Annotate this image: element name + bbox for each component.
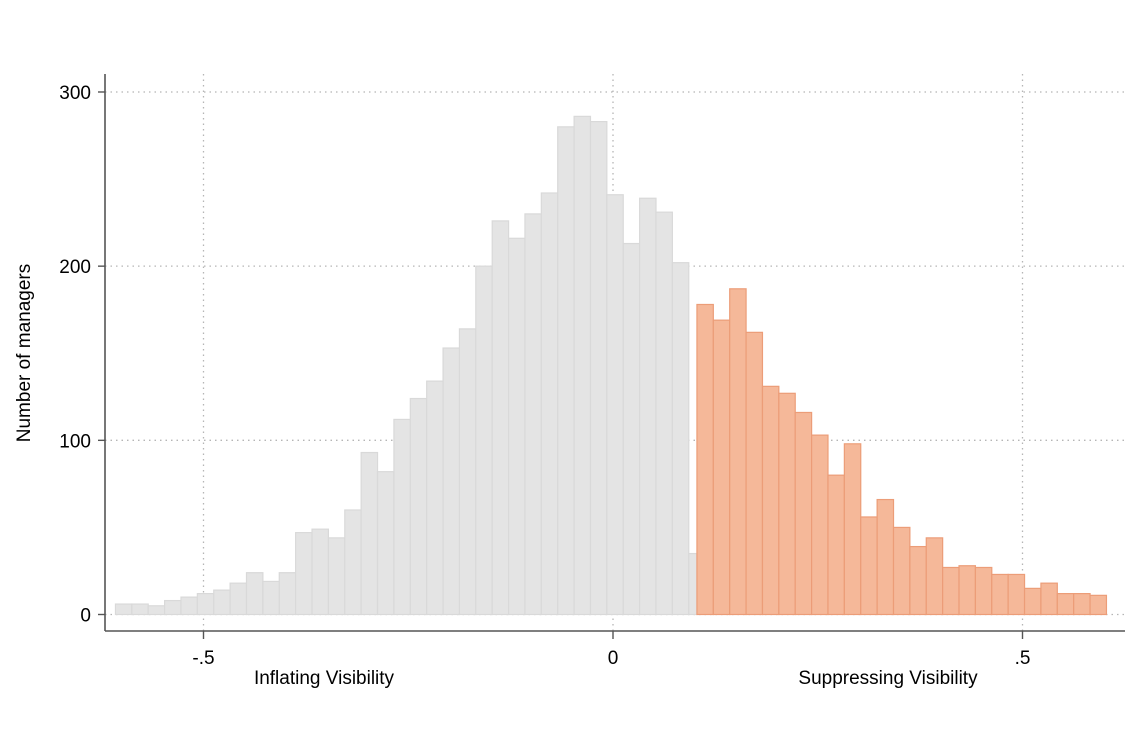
- histogram-bar-inflating: [295, 532, 313, 616]
- histogram-bar-inflating: [180, 596, 198, 616]
- histogram-bar-suppressing: [958, 565, 977, 616]
- histogram-bar-suppressing: [794, 411, 813, 616]
- histogram-bar-suppressing: [712, 319, 731, 616]
- tick-labels: 0 100 200 300 -.5 0 .5: [59, 83, 1030, 669]
- histogram-bar-suppressing: [942, 566, 960, 616]
- histogram-bar-suppressing: [1007, 573, 1026, 616]
- histogram-bar-suppressing: [745, 331, 764, 616]
- x-tick-label: 0: [608, 648, 619, 669]
- x-tick-label: .5: [1015, 648, 1031, 669]
- histogram-bar-inflating: [655, 211, 673, 616]
- histogram-bar-inflating: [393, 418, 411, 616]
- y-axis-title: Number of managers: [14, 264, 35, 442]
- y-tick-label: 100: [59, 431, 91, 452]
- histogram-bar-inflating: [196, 592, 215, 616]
- histogram-bar-inflating: [524, 213, 542, 616]
- histogram-bar-suppressing: [811, 434, 829, 616]
- histogram-bar-inflating: [245, 572, 264, 616]
- histogram-bar-suppressing: [1073, 592, 1091, 616]
- x-tick-label: -.5: [192, 648, 214, 669]
- histogram-bar-suppressing: [827, 474, 845, 616]
- histogram-bar-suppressing: [892, 526, 911, 616]
- histogram-bar-inflating: [671, 262, 690, 616]
- histogram-bar-inflating: [606, 194, 624, 616]
- histogram-bar-inflating: [442, 347, 461, 616]
- histogram-bar-suppressing: [843, 443, 862, 616]
- x-annotation-right: Suppressing Visibility: [798, 668, 978, 689]
- y-tick-label: 200: [59, 257, 91, 278]
- histogram-bar-inflating: [344, 509, 362, 616]
- y-tick-label: 0: [80, 606, 91, 627]
- histogram-bar-suppressing: [1056, 592, 1075, 616]
- histogram-bar-inflating: [327, 537, 346, 616]
- histogram-bar-suppressing: [876, 498, 895, 616]
- histogram-bar-inflating: [589, 120, 608, 616]
- histogram-bar-inflating: [557, 126, 575, 616]
- x-annotation-left: Inflating Visibility: [254, 668, 395, 689]
- histogram-bar-inflating: [458, 328, 477, 616]
- histogram-bar-inflating: [622, 242, 641, 616]
- histogram-bar-inflating: [114, 603, 133, 616]
- histogram-bar-inflating: [229, 582, 248, 616]
- histogram-bars: [114, 115, 1108, 616]
- histogram-bar-suppressing: [761, 385, 780, 616]
- y-tick-label: 300: [59, 83, 91, 104]
- histogram-bar-suppressing: [696, 303, 714, 616]
- histogram-bar-inflating: [311, 528, 329, 616]
- histogram-bar-inflating: [507, 237, 526, 616]
- histogram-bar-inflating: [147, 605, 166, 616]
- histogram-bar-inflating: [131, 603, 149, 616]
- histogram-bar-inflating: [540, 192, 559, 616]
- histogram-bar-suppressing: [974, 566, 993, 616]
- histogram-bar-inflating: [262, 580, 280, 616]
- histogram-bar-inflating: [475, 265, 493, 616]
- histogram-bar-suppressing: [925, 537, 944, 616]
- histogram-bar-inflating: [573, 115, 592, 616]
- histogram-bar-inflating: [163, 599, 182, 616]
- histogram-bar-inflating: [213, 589, 231, 616]
- histogram-bar-inflating: [688, 552, 698, 616]
- histogram-bar-inflating: [376, 471, 395, 616]
- histogram-bar-suppressing: [1089, 594, 1108, 616]
- histogram-bar-inflating: [278, 572, 297, 616]
- histogram-bar-suppressing: [860, 516, 878, 616]
- histogram-bar-inflating: [639, 197, 657, 616]
- histogram-bar-suppressing: [909, 545, 927, 616]
- axes: [104, 74, 1125, 632]
- histogram-bar-suppressing: [1023, 587, 1042, 616]
- histogram-bar-suppressing: [1040, 582, 1058, 616]
- histogram-bar-suppressing: [778, 392, 796, 616]
- histogram-bar-inflating: [409, 397, 428, 616]
- histogram-bar-suppressing: [729, 288, 747, 616]
- histogram-bar-inflating: [426, 380, 444, 616]
- histogram-bar-inflating: [360, 451, 379, 616]
- histogram-bar-suppressing: [991, 573, 1009, 616]
- histogram-bar-inflating: [491, 220, 510, 616]
